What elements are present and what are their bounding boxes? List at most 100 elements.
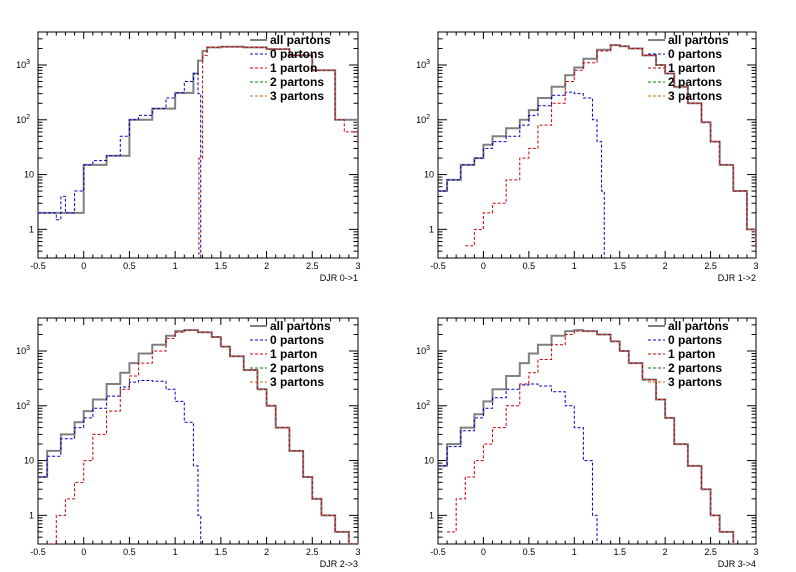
y-tick-base: 10 xyxy=(16,115,26,125)
series-line-p1 xyxy=(465,44,756,247)
legend-entry-all: all partons xyxy=(270,33,331,47)
legend-entry-all: all partons xyxy=(668,33,729,47)
legend-entry-p1: 1 parton xyxy=(668,61,715,75)
x-tick-label: 2.5 xyxy=(306,547,319,557)
x-tick-label: 0 xyxy=(481,547,486,557)
x-tick-label: 1.5 xyxy=(215,547,228,557)
y-tick-label: 1 xyxy=(429,510,434,520)
y-tick-label: 103 xyxy=(416,59,430,70)
x-tick-label: 0.5 xyxy=(123,547,136,557)
y-tick-base: 1 xyxy=(429,510,434,520)
x-tick-label: 0.5 xyxy=(523,547,536,557)
legend-entry-p2: 2 partons xyxy=(270,361,324,375)
x-tick-label: 0 xyxy=(81,261,86,271)
legend-entry-p3: 3 partons xyxy=(668,375,722,389)
y-tick-label: 10 xyxy=(424,170,434,180)
x-tick-label: 0.5 xyxy=(123,261,136,271)
series-line-p1 xyxy=(447,330,734,544)
x-tick-label: -0.5 xyxy=(30,261,46,271)
x-axis-title: DJR 3->4 xyxy=(718,559,756,569)
y-tick-base: 1 xyxy=(429,224,434,234)
y-tick-base: 10 xyxy=(16,401,26,411)
y-tick-label: 103 xyxy=(416,345,430,356)
y-tick-base: 10 xyxy=(24,456,34,466)
series-line-p0 xyxy=(438,91,605,258)
x-axis-title: DJR 1->2 xyxy=(718,273,756,283)
legend-entry-p3: 3 partons xyxy=(270,89,324,103)
y-tick-label: 1 xyxy=(29,510,34,520)
x-axis-title: DJR 2->3 xyxy=(320,559,358,569)
y-tick-base: 10 xyxy=(424,456,434,466)
y-tick-label: 102 xyxy=(416,400,430,411)
x-tick-label: -0.5 xyxy=(430,547,446,557)
y-tick-label: 102 xyxy=(16,114,30,125)
series-line-p1 xyxy=(197,46,358,258)
x-tick-label: 3 xyxy=(753,261,758,271)
x-tick-label: 2.5 xyxy=(704,547,717,557)
y-tick-exponent: 3 xyxy=(426,345,430,352)
x-tick-label: 1 xyxy=(572,261,577,271)
y-tick-base: 1 xyxy=(29,510,34,520)
y-tick-exponent: 2 xyxy=(26,400,30,407)
x-tick-label: 2.5 xyxy=(306,261,319,271)
x-tick-label: 1.5 xyxy=(613,547,626,557)
plot-frame xyxy=(37,317,359,545)
legend-entry-p0: 0 partons xyxy=(270,47,324,61)
y-tick-exponent: 3 xyxy=(26,59,30,66)
x-tick-label: 2 xyxy=(663,547,668,557)
x-tick-label: 1.5 xyxy=(215,261,228,271)
y-tick-label: 103 xyxy=(16,59,30,70)
legend-entry-p0: 0 partons xyxy=(668,333,722,347)
x-tick-label: 1.5 xyxy=(613,261,626,271)
x-tick-label: 2 xyxy=(264,261,269,271)
series-line-p0 xyxy=(438,383,598,544)
y-tick-base: 10 xyxy=(16,346,26,356)
legend-entry-p1: 1 parton xyxy=(270,61,317,75)
x-tick-label: 1 xyxy=(173,261,178,271)
y-tick-label: 102 xyxy=(16,400,30,411)
y-tick-exponent: 2 xyxy=(426,400,430,407)
y-tick-label: 1 xyxy=(429,224,434,234)
y-tick-label: 10 xyxy=(24,456,34,466)
x-tick-label: 1 xyxy=(572,547,577,557)
y-tick-exponent: 3 xyxy=(426,59,430,66)
x-tick-label: 3 xyxy=(355,261,360,271)
x-tick-label: 1 xyxy=(173,547,178,557)
y-tick-label: 103 xyxy=(16,345,30,356)
legend-entry-p0: 0 partons xyxy=(270,333,324,347)
legend-entry-p2: 2 partons xyxy=(668,361,722,375)
series-line-p0 xyxy=(38,379,202,544)
x-tick-label: -0.5 xyxy=(430,261,446,271)
legend-entry-p1: 1 parton xyxy=(270,347,317,361)
y-tick-label: 10 xyxy=(24,170,34,180)
y-tick-label: 102 xyxy=(416,114,430,125)
y-tick-base: 10 xyxy=(24,170,34,180)
legend-entry-p2: 2 partons xyxy=(668,75,722,89)
x-axis-title: DJR 0->1 xyxy=(320,273,358,283)
x-tick-label: 3 xyxy=(355,547,360,557)
x-tick-label: 2 xyxy=(264,547,269,557)
x-tick-label: 2 xyxy=(663,261,668,271)
legend-entry-p3: 3 partons xyxy=(668,89,722,103)
y-tick-base: 10 xyxy=(416,401,426,411)
y-tick-exponent: 3 xyxy=(26,345,30,352)
y-tick-base: 1 xyxy=(29,224,34,234)
x-tick-label: 2.5 xyxy=(704,261,717,271)
y-tick-base: 10 xyxy=(424,170,434,180)
legend-entry-p2: 2 partons xyxy=(270,75,324,89)
y-tick-label: 10 xyxy=(424,456,434,466)
legend-entry-all: all partons xyxy=(270,319,331,333)
x-tick-label: -0.5 xyxy=(30,547,46,557)
legend-entry-p3: 3 partons xyxy=(270,375,324,389)
y-tick-label: 1 xyxy=(29,224,34,234)
series-line-p0 xyxy=(38,72,202,258)
y-tick-exponent: 2 xyxy=(26,114,30,121)
series-line-p1 xyxy=(47,329,358,544)
x-tick-label: 0 xyxy=(81,547,86,557)
legend-entry-p0: 0 partons xyxy=(668,47,722,61)
plot-frame xyxy=(437,31,757,259)
